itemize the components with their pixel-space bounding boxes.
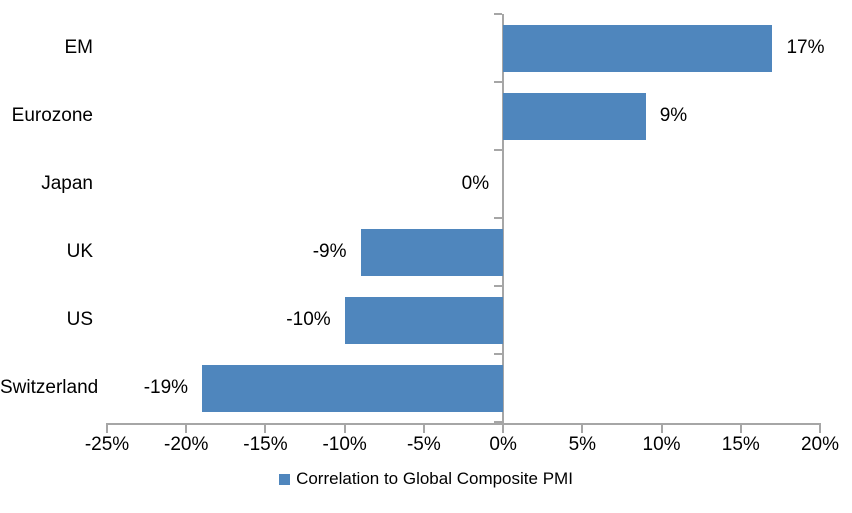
value-axis-tick <box>343 423 346 433</box>
value-axis-tick <box>819 423 821 433</box>
category-axis-tick <box>494 285 503 287</box>
x-tick-label: 0% <box>489 434 517 455</box>
value-label: -10% <box>286 309 331 330</box>
category-label: Switzerland <box>0 377 99 398</box>
plot-area: -25% -20% -15% -10% -5% 0% 5% 10% 15% 20% EM 17% Eur… <box>0 13 840 455</box>
bar <box>503 92 646 140</box>
x-tick-label: -25% <box>84 434 130 455</box>
legend-label: Correlation to Global Composite PMI <box>296 469 573 488</box>
value-axis-tick <box>185 423 188 433</box>
value-label: 9% <box>659 105 688 126</box>
value-label: 17% <box>786 37 825 58</box>
category-axis-tick <box>494 149 503 151</box>
category-axis-tick <box>494 217 503 219</box>
value-axis-tick <box>660 423 663 433</box>
category-label: EM <box>64 37 94 58</box>
bar <box>202 364 504 412</box>
value-axis-tick <box>106 423 108 433</box>
legend: Correlation to Global Composite PMI <box>0 467 852 491</box>
category-axis-line <box>502 14 505 423</box>
value-axis-line <box>106 423 821 425</box>
category-label: US <box>66 309 93 330</box>
value-axis-tick <box>739 423 742 433</box>
value-axis-tick <box>422 423 425 433</box>
value-label: -9% <box>312 241 347 262</box>
category-axis-tick <box>494 353 503 355</box>
x-tick-label: 5% <box>568 434 597 455</box>
value-axis-tick <box>581 423 584 433</box>
category-axis-tick <box>494 81 503 83</box>
category-label: Eurozone <box>11 105 93 126</box>
x-tick-label: 20% <box>800 434 840 455</box>
value-label: 0% <box>461 173 490 194</box>
x-tick-label: -15% <box>243 434 288 455</box>
x-tick-label: -10% <box>322 434 367 455</box>
bar <box>503 24 773 72</box>
bar <box>360 228 504 276</box>
category-axis-tick <box>494 13 503 15</box>
value-axis-tick <box>502 423 505 433</box>
value-axis-tick <box>264 423 267 433</box>
category-axis-tick <box>494 421 503 423</box>
legend-swatch-icon <box>279 473 291 485</box>
bar <box>344 296 504 344</box>
x-tick-label: 15% <box>721 434 760 455</box>
category-label: Japan <box>41 173 93 194</box>
x-tick-label: 10% <box>642 434 681 455</box>
value-label: -19% <box>143 377 189 398</box>
x-tick-label: -5% <box>406 434 441 455</box>
x-tick-label: -20% <box>164 434 209 455</box>
category-label: UK <box>66 241 93 262</box>
